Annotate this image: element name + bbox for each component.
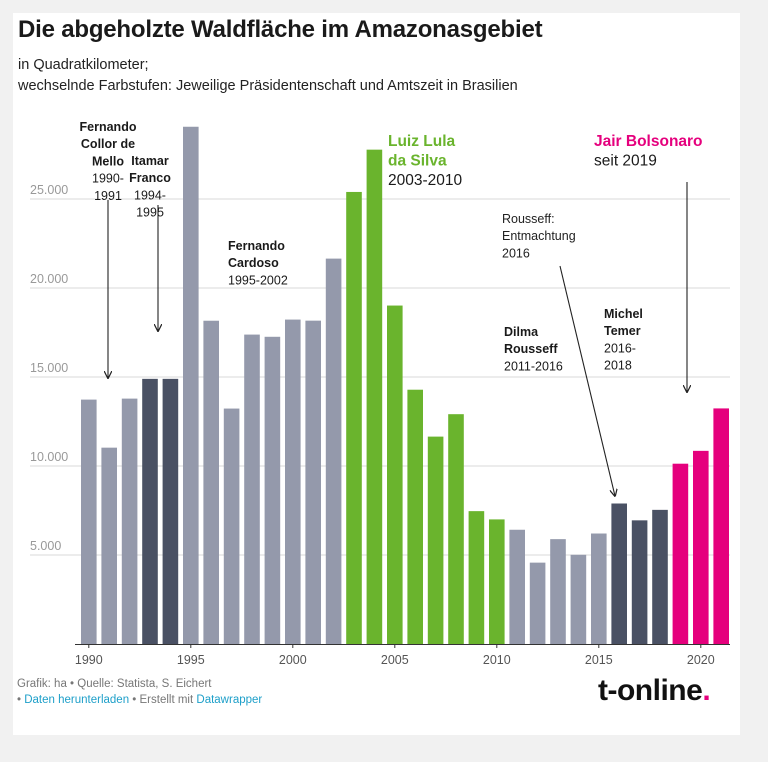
download-data-link[interactable]: Daten herunterladen xyxy=(24,694,130,706)
bar-2011 xyxy=(509,529,525,644)
bar-2014 xyxy=(570,554,587,644)
annotation-rousseff-impeachment-line-0: Rousseff: xyxy=(502,212,555,226)
annotation-rousseff-impeachment-line-2: 2016 xyxy=(502,246,530,260)
bar-1991 xyxy=(101,447,117,644)
annotation-temer-line-0: Michel xyxy=(604,307,643,321)
bar-2000 xyxy=(285,319,301,644)
annotation-dilma-line-2: 2011-2016 xyxy=(504,359,563,373)
annotation-cardoso-line-2: 1995-2002 xyxy=(228,273,288,287)
annotation-rousseff-impeachment-line-1: Entmachtung xyxy=(502,229,576,243)
annotation-franco-line-1: Franco xyxy=(129,171,171,185)
bar-2006 xyxy=(407,389,423,644)
annotation-dilma-line-0: Dilma xyxy=(504,325,539,339)
bar-2003 xyxy=(346,191,362,644)
bar-1996 xyxy=(203,320,219,644)
x-tick-label-3: 2005 xyxy=(381,653,409,667)
arrow-rousseff-impeachment xyxy=(559,265,615,496)
bar-1992 xyxy=(121,398,138,644)
annotation-franco-line-3: 1995 xyxy=(136,206,164,220)
bar-1997 xyxy=(223,408,240,644)
annotation-franco-line-2: 1994- xyxy=(134,188,166,202)
bar-1993 xyxy=(142,378,158,644)
logo-text: t-online xyxy=(598,674,703,707)
annotation-collor-line-1: Collor de xyxy=(81,137,135,151)
chart-title: Die abgeholzte Waldfläche im Amazonasgeb… xyxy=(18,16,543,43)
bar-2015 xyxy=(591,533,607,644)
y-tick-label-0: 5.000 xyxy=(30,539,61,553)
y-tick-label-4: 25.000 xyxy=(30,183,68,197)
annotation-lula-line-2: 2003-2010 xyxy=(388,172,463,189)
footer-separator: • Erstellt mit xyxy=(129,694,197,706)
x-tick-label-2: 2000 xyxy=(279,653,307,667)
footer-source: Grafik: ha • Quelle: Statista, S. Eicher… xyxy=(17,678,212,690)
t-online-logo: t-online. xyxy=(598,674,711,708)
datawrapper-link[interactable]: Datawrapper xyxy=(196,694,263,706)
footer-links: • Daten herunterladen • Erstellt mit Dat… xyxy=(17,694,262,706)
annotation-lula-line-1: da Silva xyxy=(388,153,447,170)
bar-2019 xyxy=(672,463,689,644)
bar-2001 xyxy=(305,320,321,644)
x-tick-label-6: 2020 xyxy=(687,653,715,667)
bar-2016 xyxy=(611,503,627,644)
logo-dot: . xyxy=(702,674,711,707)
annotation-collor-line-4: 1991 xyxy=(94,189,122,203)
annotation-dilma-line-1: Rousseff xyxy=(504,342,558,356)
bar-2002 xyxy=(325,258,342,644)
annotation-collor-line-0: Fernando xyxy=(80,120,137,134)
bar-2021 xyxy=(713,408,729,644)
bar-2020 xyxy=(693,450,709,644)
annotation-collor-line-3: 1990- xyxy=(92,172,124,186)
bar-1998 xyxy=(244,334,260,644)
bar-2018 xyxy=(652,509,668,644)
bar-1999 xyxy=(264,336,281,644)
annotation-temer-line-1: Temer xyxy=(604,324,641,338)
y-tick-label-3: 20.000 xyxy=(30,272,68,286)
annotation-collor-line-2: Mello xyxy=(92,154,124,168)
bar-2008 xyxy=(448,414,464,644)
y-tick-label-1: 10.000 xyxy=(30,450,68,464)
annotation-bolsonaro-line-0: Jair Bolsonaro xyxy=(594,133,703,150)
chart-subtitle-line2: wechselnde Farbstufen: Jeweilige Präside… xyxy=(18,78,518,94)
x-tick-label-5: 2015 xyxy=(585,653,613,667)
annotation-bolsonaro-line-1: seit 2019 xyxy=(594,153,657,170)
annotation-temer-line-3: 2018 xyxy=(604,359,632,373)
bar-1990 xyxy=(81,399,97,644)
bar-2004 xyxy=(366,149,383,645)
annotation-temer-line-2: 2016- xyxy=(604,341,636,355)
x-tick-label-1: 1995 xyxy=(177,653,205,667)
bar-2017 xyxy=(631,520,648,644)
annotation-franco-line-0: Itamar xyxy=(131,154,169,168)
annotation-cardoso-line-0: Fernando xyxy=(228,239,285,253)
annotation-cardoso-line-1: Cardoso xyxy=(228,256,279,270)
y-tick-label-2: 15.000 xyxy=(30,361,68,375)
chart-subtitle-line1: in Quadratkilometer; xyxy=(18,57,149,73)
bar-1994 xyxy=(162,378,179,644)
bullet-glyph: • xyxy=(17,694,25,706)
bar-2010 xyxy=(489,519,505,644)
bar-2007 xyxy=(427,436,444,644)
x-tick-label-4: 2010 xyxy=(483,653,511,667)
bar-1995 xyxy=(183,126,199,644)
bar-2012 xyxy=(529,562,546,644)
annotation-lula-line-0: Luiz Lula xyxy=(388,133,456,150)
bar-2005 xyxy=(387,305,403,644)
bar-2009 xyxy=(468,511,485,644)
x-tick-label-0: 1990 xyxy=(75,653,103,667)
bar-2013 xyxy=(550,539,566,644)
